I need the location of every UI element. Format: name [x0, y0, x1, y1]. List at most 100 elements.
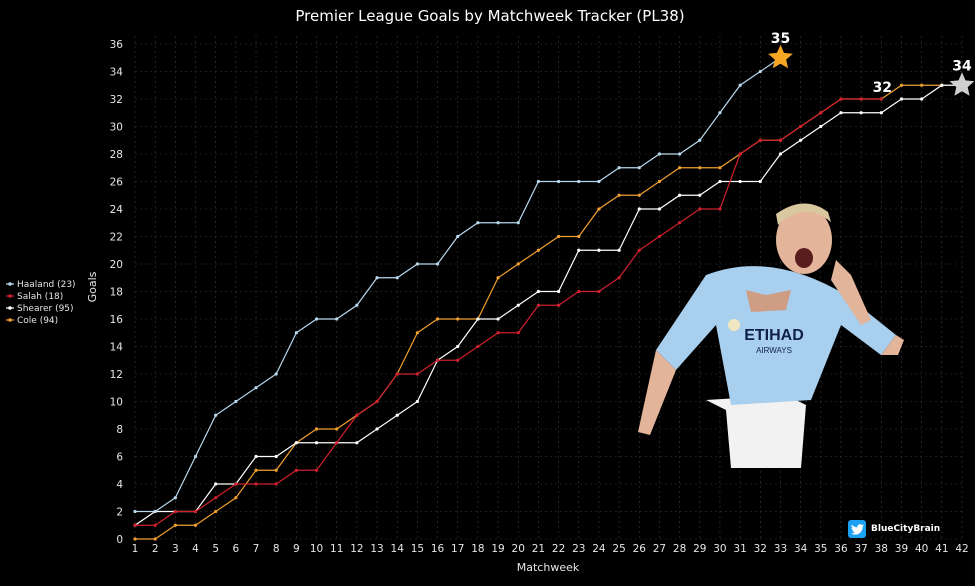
data-point [335, 427, 339, 431]
data-point [193, 509, 198, 514]
data-point [274, 468, 278, 472]
data-point [456, 358, 460, 362]
y-axis-label: Goals [86, 271, 99, 302]
data-point [193, 454, 198, 459]
data-point [415, 399, 419, 404]
x-tick-label: 35 [814, 543, 827, 555]
x-tick-label: 40 [915, 543, 928, 555]
data-point [597, 289, 601, 294]
y-tick-label: 12 [110, 369, 123, 381]
data-point [435, 317, 440, 321]
shirt-sponsor: ETIHAD [744, 327, 804, 344]
y-tick-label: 8 [116, 424, 123, 436]
x-tick-label: 31 [733, 543, 746, 555]
data-point [214, 413, 218, 417]
data-point [778, 138, 783, 142]
annotations: 35 32 34 [768, 31, 975, 96]
data-point [718, 111, 722, 115]
data-point [234, 496, 238, 500]
x-tick-label: 14 [391, 543, 405, 555]
data-point [718, 207, 722, 211]
hair [776, 203, 831, 225]
shirt-sponsor-sub: AIRWAYS [756, 346, 792, 355]
data-point [214, 509, 218, 514]
data-point [133, 537, 137, 541]
x-axis-label: Matchweek [517, 561, 580, 574]
data-point [274, 372, 278, 376]
y-tick-label: 16 [110, 314, 124, 326]
data-point [133, 509, 137, 514]
data-point [294, 468, 298, 472]
x-tick-label: 27 [653, 543, 666, 555]
y-tick-label: 34 [110, 67, 124, 79]
shorts [706, 395, 806, 468]
chart-title: Premier League Goals by Matchweek Tracke… [295, 7, 684, 25]
data-point [637, 248, 641, 252]
data-point [254, 482, 258, 486]
x-tick-label: 13 [370, 543, 383, 555]
x-tick-label: 38 [875, 543, 888, 555]
data-point [335, 317, 339, 321]
data-point [698, 193, 702, 197]
x-tick-label: 41 [935, 543, 948, 555]
x-tick-label: 39 [895, 543, 908, 555]
x-tick-label: 32 [754, 543, 767, 555]
legend-marker [8, 306, 12, 310]
x-tick-label: 8 [273, 543, 280, 555]
y-tick-label: 10 [110, 397, 123, 409]
data-point [698, 207, 702, 211]
data-point [536, 179, 541, 184]
data-point [456, 234, 460, 239]
annotation-label: 34 [952, 58, 972, 74]
data-point [254, 454, 258, 459]
x-tick-label: 25 [612, 543, 625, 555]
data-point [516, 303, 520, 307]
x-tick-label: 36 [834, 543, 848, 555]
right-elbow [881, 335, 904, 355]
data-point [678, 221, 682, 225]
data-point [476, 221, 480, 225]
data-point [435, 262, 440, 266]
data-point [879, 111, 883, 115]
data-point [678, 193, 682, 197]
data-point [314, 468, 319, 472]
y-tick-label: 24 [110, 204, 124, 216]
star-icon [949, 72, 975, 96]
data-point [335, 441, 339, 445]
data-point [758, 138, 762, 142]
y-tick-label: 18 [110, 287, 123, 299]
data-point [839, 111, 843, 115]
x-tick-label: 26 [633, 543, 647, 555]
data-point [355, 413, 359, 417]
data-point [395, 413, 399, 417]
data-point [738, 152, 742, 156]
star-icon [768, 44, 793, 69]
data-point [193, 523, 198, 527]
open-mouth [795, 248, 813, 268]
y-tick-label: 0 [116, 534, 123, 546]
data-point [153, 509, 157, 514]
shirt [656, 266, 896, 405]
legend: Haaland (23) Salah (18) Shearer (95) Cole (… [6, 280, 76, 326]
data-point [476, 317, 480, 321]
series-line [134, 84, 962, 526]
data-point [234, 399, 238, 404]
x-tick-label: 34 [794, 543, 808, 555]
data-point [839, 97, 843, 101]
x-tick-label: 10 [310, 543, 323, 555]
data-point [859, 97, 863, 101]
data-point [597, 248, 601, 252]
legend-marker [8, 318, 12, 322]
data-point [314, 317, 319, 321]
data-point [657, 234, 662, 239]
x-tick-label: 29 [693, 543, 706, 555]
data-point [173, 523, 177, 527]
left-arm [638, 350, 676, 435]
data-point [133, 523, 137, 527]
data-point [556, 289, 561, 294]
data-point [899, 83, 904, 87]
data-point [496, 331, 500, 335]
data-point [456, 344, 460, 349]
x-axis-ticks: 1 2 3 4 5 6 7 8 9 10 11 12 13 14 15 16 17 18 19 20 21 22 23 24 2… [132, 543, 969, 555]
data-point [496, 221, 500, 225]
